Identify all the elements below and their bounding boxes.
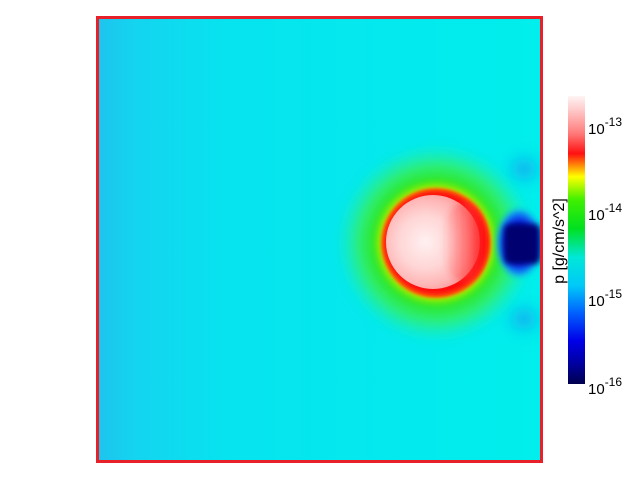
pressure-field-canvas bbox=[99, 19, 540, 460]
low-pressure-spot-center bbox=[504, 224, 540, 264]
colorbar-gradient bbox=[568, 96, 585, 384]
colorbar-axis-label: p [g/cm/s^2] bbox=[551, 198, 568, 284]
colorbar-tick-label: 10-13 bbox=[588, 115, 623, 138]
colorbar-tick-label: 10-16 bbox=[588, 375, 623, 398]
core-right-edge bbox=[442, 202, 486, 282]
colorbar-tick-label: 10-15 bbox=[588, 287, 623, 310]
pressure-field-plot bbox=[96, 16, 543, 463]
colorbar-tick-label: 10-14 bbox=[588, 201, 623, 224]
colorbar bbox=[568, 96, 585, 384]
